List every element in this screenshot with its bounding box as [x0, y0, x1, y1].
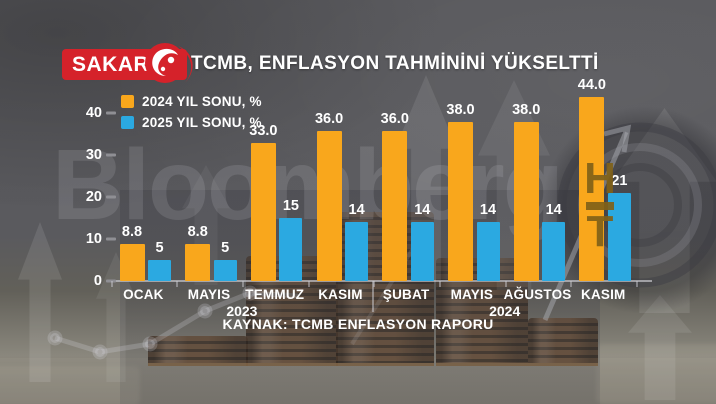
bar-2024 — [250, 143, 276, 281]
y-axis-tick-label: 30 — [85, 147, 102, 163]
y-axis-tick-label: 10 — [85, 231, 102, 247]
bar-2025 — [410, 222, 434, 281]
legend-swatch — [121, 116, 134, 129]
category-tick-mark — [439, 281, 441, 287]
paper-sheet — [596, 344, 716, 404]
category-tick-mark — [176, 281, 179, 287]
ht-letter-h: H — [584, 154, 616, 203]
category-tick-mark — [241, 281, 244, 287]
month-label: OCAK — [123, 287, 164, 302]
month-label: AĞUSTOS — [503, 287, 572, 302]
bar-2025 — [213, 260, 237, 281]
y-axis-tick-mark — [106, 237, 116, 241]
month-label: KASIM — [318, 287, 363, 302]
bar-2025 — [476, 222, 500, 281]
ht-logo-dash — [586, 201, 614, 210]
bar-value-label: 36.0 — [314, 110, 344, 127]
y-axis-tick-mark — [106, 111, 116, 115]
bar-value-label: 21 — [611, 173, 628, 190]
month-label: TEMMUZ — [245, 287, 305, 302]
y-axis-tick-mark — [106, 153, 116, 157]
bar-value-label: 33.0 — [249, 123, 278, 140]
page-title: TCMB, ENFLASYON TAHMİNİNİ YÜKSELTTİ — [191, 53, 599, 74]
bar-value-label: 5 — [155, 240, 164, 257]
month-label: ŞUBAT — [382, 287, 430, 302]
bar-value-label: 38.0 — [446, 102, 475, 119]
x-axis-line — [108, 280, 652, 282]
bar-2025 — [279, 218, 303, 281]
category-tick-mark — [570, 281, 573, 287]
month-label: MAYIS — [187, 287, 231, 302]
category-tick-mark — [110, 281, 113, 287]
month-label: MAYIS — [450, 287, 494, 302]
bar-value-label: 5 — [221, 240, 230, 257]
bar-value-label: 8.8 — [121, 224, 143, 241]
category-tick-mark — [636, 281, 639, 287]
bloomberg-watermark: Bloomberg — [52, 129, 564, 241]
bar-2024 — [579, 97, 605, 281]
month-label: KASIM — [581, 287, 626, 302]
legend-swatch — [121, 95, 134, 108]
bar-2025 — [345, 222, 369, 281]
y-axis-tick-label: 0 — [93, 273, 102, 289]
legend-item: 2024 YIL SONU, % — [121, 94, 262, 109]
bar-value-label: 14 — [414, 202, 431, 219]
category-tick-mark — [307, 281, 310, 287]
bar-2024 — [382, 130, 408, 281]
bar-value-label: 14 — [479, 202, 497, 219]
bar-2025 — [148, 260, 171, 281]
bar-2024 — [119, 244, 145, 281]
ht-logo-letters: H T — [581, 154, 619, 256]
legend-item: 2025 YIL SONU, % — [121, 115, 262, 130]
legend-label: 2025 YIL SONU, % — [142, 115, 262, 130]
bar-value-label: 14 — [348, 202, 365, 219]
bar-value-label: 14 — [545, 202, 562, 219]
bar-value-label: 36.0 — [380, 110, 409, 127]
chart-legend: 2024 YIL SONU, % 2025 YIL SONU, % — [121, 94, 262, 136]
legend-label: 2024 YIL SONU, % — [142, 94, 262, 109]
year-label: 2024 — [489, 303, 521, 319]
bar-value-label: 44.0 — [577, 77, 607, 94]
bar-2025 — [542, 222, 566, 281]
trend-zigzag-line — [47, 285, 299, 360]
bar-value-label: 8.8 — [187, 224, 208, 241]
bar-2024 — [513, 122, 539, 281]
bar-2024 — [316, 130, 342, 281]
paper-sheet — [0, 366, 140, 404]
y-axis-tick-label: 40 — [85, 105, 102, 121]
bar-value-label: 38.0 — [512, 102, 541, 119]
ht-letter-t: T — [586, 206, 614, 256]
bar-value-label: 15 — [282, 198, 299, 215]
year-label: 2023 — [226, 303, 258, 319]
bar-2025 — [607, 193, 631, 281]
bar-2024 — [448, 122, 473, 281]
bar-2024 — [185, 244, 211, 281]
brand-logo-icon — [145, 43, 193, 83]
source-note: KAYNAK: TCMB ENFLASYON RAPORU — [222, 316, 494, 332]
y-axis-tick-mark — [106, 279, 116, 283]
y-axis-tick-mark — [106, 195, 116, 199]
year-separator — [372, 281, 374, 312]
category-tick-mark — [373, 281, 376, 287]
category-tick-mark — [504, 281, 507, 287]
y-axis-tick-label: 20 — [85, 189, 102, 205]
